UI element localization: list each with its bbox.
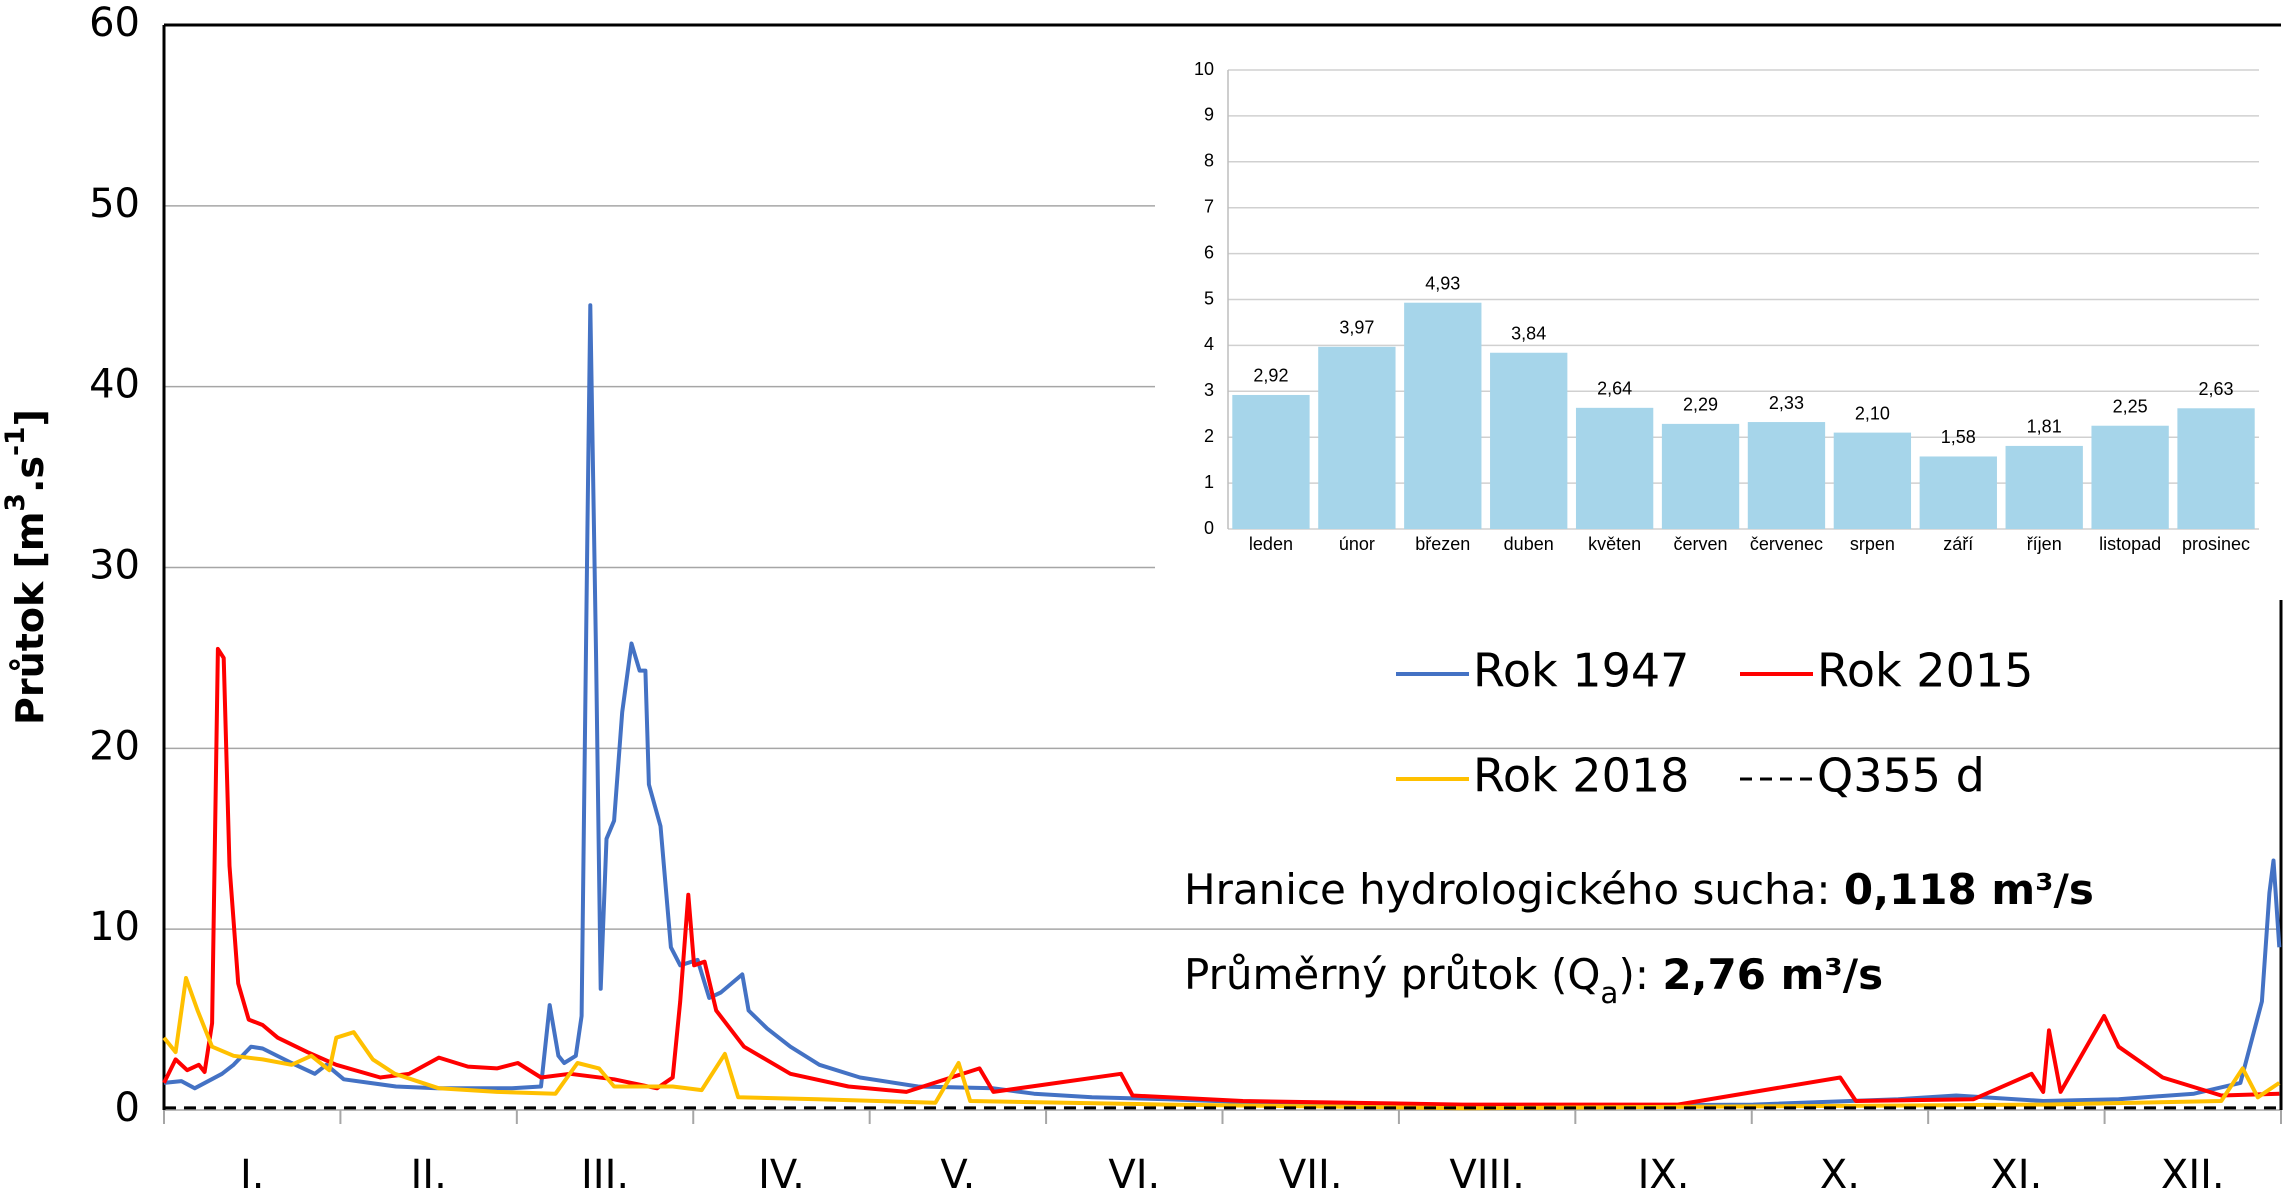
y-tick-label: 50 xyxy=(89,181,140,227)
x-tick-label: květen xyxy=(1588,534,1641,554)
x-tick-label: červen xyxy=(1674,534,1728,554)
value-label: 4,93 xyxy=(1425,273,1460,293)
x-tick-label: X. xyxy=(1820,1152,1860,1198)
value-label: 2,25 xyxy=(2113,396,2148,416)
text-part: 2,76 m³/s xyxy=(1662,950,1883,999)
x-tick-label: březen xyxy=(1415,534,1470,554)
y-tick-label: 0 xyxy=(1204,518,1214,538)
value-label: 2,29 xyxy=(1683,395,1718,415)
bar xyxy=(1919,456,1997,529)
text-part: ] xyxy=(8,409,52,426)
bar xyxy=(1318,346,1396,529)
value-label: 3,97 xyxy=(1339,318,1374,338)
x-tick-label: IX. xyxy=(1638,1152,1690,1198)
bar xyxy=(1575,407,1654,529)
y-tick-label: 10 xyxy=(89,904,140,950)
bar xyxy=(1404,302,1482,529)
bar xyxy=(2091,425,2169,529)
bar xyxy=(1833,432,1912,529)
text-part: .s xyxy=(8,456,52,493)
legend-label: Q355 d xyxy=(1817,749,1985,803)
x-tick-label: XI. xyxy=(1990,1152,2042,1198)
x-tick-label: V. xyxy=(940,1152,975,1198)
y-axis-label: Průtok [m3.s-1] xyxy=(0,409,52,725)
series-line xyxy=(162,646,2280,1107)
bar xyxy=(1747,422,1826,529)
annotation: Průměrný průtok (Qa): 2,76 m³/s xyxy=(1184,950,1883,1010)
y-tick-label: 20 xyxy=(89,723,140,769)
value-label: 1,58 xyxy=(1941,427,1976,447)
y-tick-label: 0 xyxy=(115,1085,140,1131)
text-part: ): xyxy=(1618,950,1662,999)
x-tick-label: říjen xyxy=(2027,534,2062,554)
y-tick-label: 60 xyxy=(89,0,140,46)
bar xyxy=(2005,445,2083,529)
x-tick-label: VII. xyxy=(1279,1152,1343,1198)
x-tick-label: únor xyxy=(1339,534,1375,554)
bar xyxy=(1232,394,1310,529)
x-tick-label: leden xyxy=(1249,534,1293,554)
bar xyxy=(2177,408,2255,529)
x-tick-label: II. xyxy=(410,1152,446,1198)
text-part: 3 xyxy=(0,493,31,512)
x-tick-label: III. xyxy=(581,1152,629,1198)
x-tick-label: VI. xyxy=(1108,1152,1160,1198)
x-tick-label: prosinec xyxy=(2182,534,2250,554)
inset-chart: 0 1 2 3 4 5 6 7 8 9 10 2,92 leden 3,97 únor 4,93 březen 3… xyxy=(1155,58,2288,577)
legend-label: Rok 2015 xyxy=(1817,644,2033,698)
y-tick-label: 4 xyxy=(1204,334,1214,354)
text-part: Průměrný průtok (Q xyxy=(1184,950,1600,999)
y-tick-label: 8 xyxy=(1204,151,1214,171)
text-part: Hranice hydrologického sucha: xyxy=(1184,865,1844,914)
text-part: a xyxy=(1600,976,1618,1010)
x-tick-label: IV. xyxy=(758,1152,805,1198)
value-label: 2,10 xyxy=(1855,403,1890,423)
text-part: 0,118 m³/s xyxy=(1844,865,2094,914)
value-label: 3,84 xyxy=(1511,323,1546,343)
x-tick-label: VIII. xyxy=(1449,1152,1524,1198)
y-tick-label: 10 xyxy=(1194,59,1214,79)
x-tick-label: srpen xyxy=(1850,534,1895,554)
y-tick-label: 40 xyxy=(89,362,140,408)
annotation: Hranice hydrologického sucha: 0,118 m³/s xyxy=(1184,865,2094,914)
bar xyxy=(1661,423,1740,529)
y-tick-label: 1 xyxy=(1204,472,1214,492)
y-tick-label: 3 xyxy=(1204,380,1214,400)
x-tick-label: duben xyxy=(1504,534,1554,554)
bar xyxy=(1490,352,1568,529)
y-tick-label: 5 xyxy=(1204,288,1214,308)
x-tick-label: I. xyxy=(240,1152,265,1198)
x-tick-label: listopad xyxy=(2099,534,2161,554)
x-tick-label: červenec xyxy=(1750,534,1823,554)
text-part: Průtok [m xyxy=(8,512,52,725)
value-label: 2,92 xyxy=(1253,366,1288,386)
y-tick-label: 9 xyxy=(1204,105,1214,125)
value-label: 2,63 xyxy=(2199,379,2234,399)
y-tick-label: 2 xyxy=(1204,426,1214,446)
legend-label: Rok 1947 xyxy=(1473,644,1689,698)
value-label: 1,81 xyxy=(2027,417,2062,437)
legend-label: Rok 2018 xyxy=(1473,749,1689,803)
text-part: -1 xyxy=(0,426,31,456)
y-tick-label: 6 xyxy=(1204,242,1214,262)
y-tick-label: 30 xyxy=(89,543,140,589)
x-tick-label: září xyxy=(1943,534,1973,554)
value-label: 2,33 xyxy=(1769,393,1804,413)
value-label: 2,64 xyxy=(1597,379,1632,399)
y-tick-label: 7 xyxy=(1204,196,1214,216)
x-tick-label: XII. xyxy=(2161,1152,2225,1198)
